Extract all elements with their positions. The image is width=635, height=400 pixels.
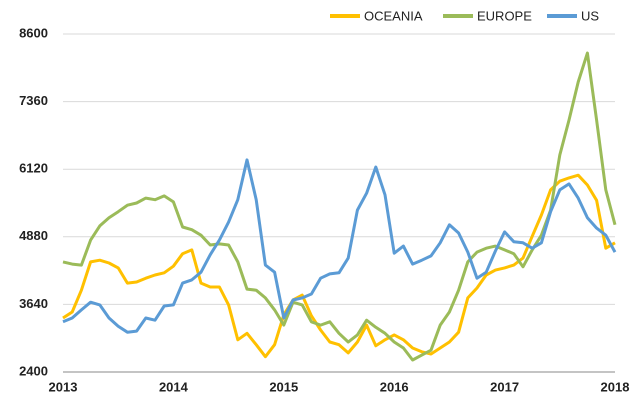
y-tick-label: 3640 xyxy=(19,296,48,311)
x-tick-label: 2013 xyxy=(49,379,78,394)
legend-label: EUROPE xyxy=(477,8,532,23)
series-line xyxy=(62,51,617,362)
series-line xyxy=(62,158,617,334)
y-tick-label: 4880 xyxy=(19,228,48,243)
y-tick-label: 8600 xyxy=(19,25,48,40)
series-line xyxy=(62,173,616,359)
x-tick-label: 2014 xyxy=(159,379,189,394)
y-tick-label: 7360 xyxy=(19,93,48,108)
x-tick-label: 2017 xyxy=(490,379,519,394)
x-tick-label: 2016 xyxy=(380,379,409,394)
y-tick-label: 2400 xyxy=(19,363,48,378)
legend-label: US xyxy=(581,8,599,23)
x-tick-label: 2018 xyxy=(601,379,630,394)
x-tick-label: 2015 xyxy=(269,379,298,394)
y-tick-label: 6120 xyxy=(19,161,48,176)
legend-label: OCEANIA xyxy=(364,8,423,23)
